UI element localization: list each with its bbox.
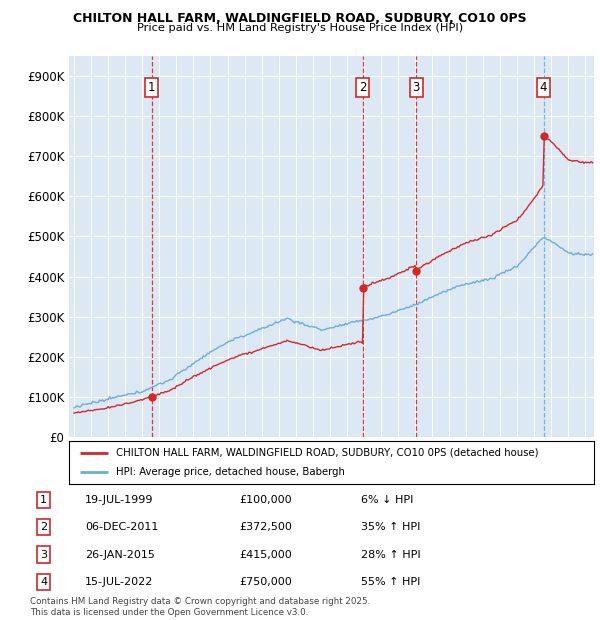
- Text: 1: 1: [148, 81, 155, 94]
- Text: 2: 2: [40, 523, 47, 533]
- Text: Price paid vs. HM Land Registry's House Price Index (HPI): Price paid vs. HM Land Registry's House …: [137, 23, 463, 33]
- Text: Contains HM Land Registry data © Crown copyright and database right 2025.
This d: Contains HM Land Registry data © Crown c…: [30, 598, 370, 617]
- Text: 6% ↓ HPI: 6% ↓ HPI: [361, 495, 413, 505]
- Text: 19-JUL-1999: 19-JUL-1999: [85, 495, 154, 505]
- Text: CHILTON HALL FARM, WALDINGFIELD ROAD, SUDBURY, CO10 0PS: CHILTON HALL FARM, WALDINGFIELD ROAD, SU…: [73, 12, 527, 25]
- Text: £372,500: £372,500: [240, 523, 293, 533]
- Text: £415,000: £415,000: [240, 549, 293, 559]
- Text: 35% ↑ HPI: 35% ↑ HPI: [361, 523, 421, 533]
- Text: 3: 3: [40, 549, 47, 559]
- Text: 3: 3: [413, 81, 420, 94]
- Text: 28% ↑ HPI: 28% ↑ HPI: [361, 549, 421, 559]
- Text: 55% ↑ HPI: 55% ↑ HPI: [361, 577, 421, 587]
- Text: £750,000: £750,000: [240, 577, 293, 587]
- Text: 26-JAN-2015: 26-JAN-2015: [85, 549, 155, 559]
- Text: 2: 2: [359, 81, 366, 94]
- Text: 4: 4: [540, 81, 547, 94]
- Text: 4: 4: [40, 577, 47, 587]
- Text: HPI: Average price, detached house, Babergh: HPI: Average price, detached house, Babe…: [116, 467, 345, 477]
- Text: £100,000: £100,000: [240, 495, 292, 505]
- Text: 15-JUL-2022: 15-JUL-2022: [85, 577, 154, 587]
- Text: 06-DEC-2011: 06-DEC-2011: [85, 523, 158, 533]
- Text: 1: 1: [40, 495, 47, 505]
- Text: CHILTON HALL FARM, WALDINGFIELD ROAD, SUDBURY, CO10 0PS (detached house): CHILTON HALL FARM, WALDINGFIELD ROAD, SU…: [116, 448, 539, 458]
